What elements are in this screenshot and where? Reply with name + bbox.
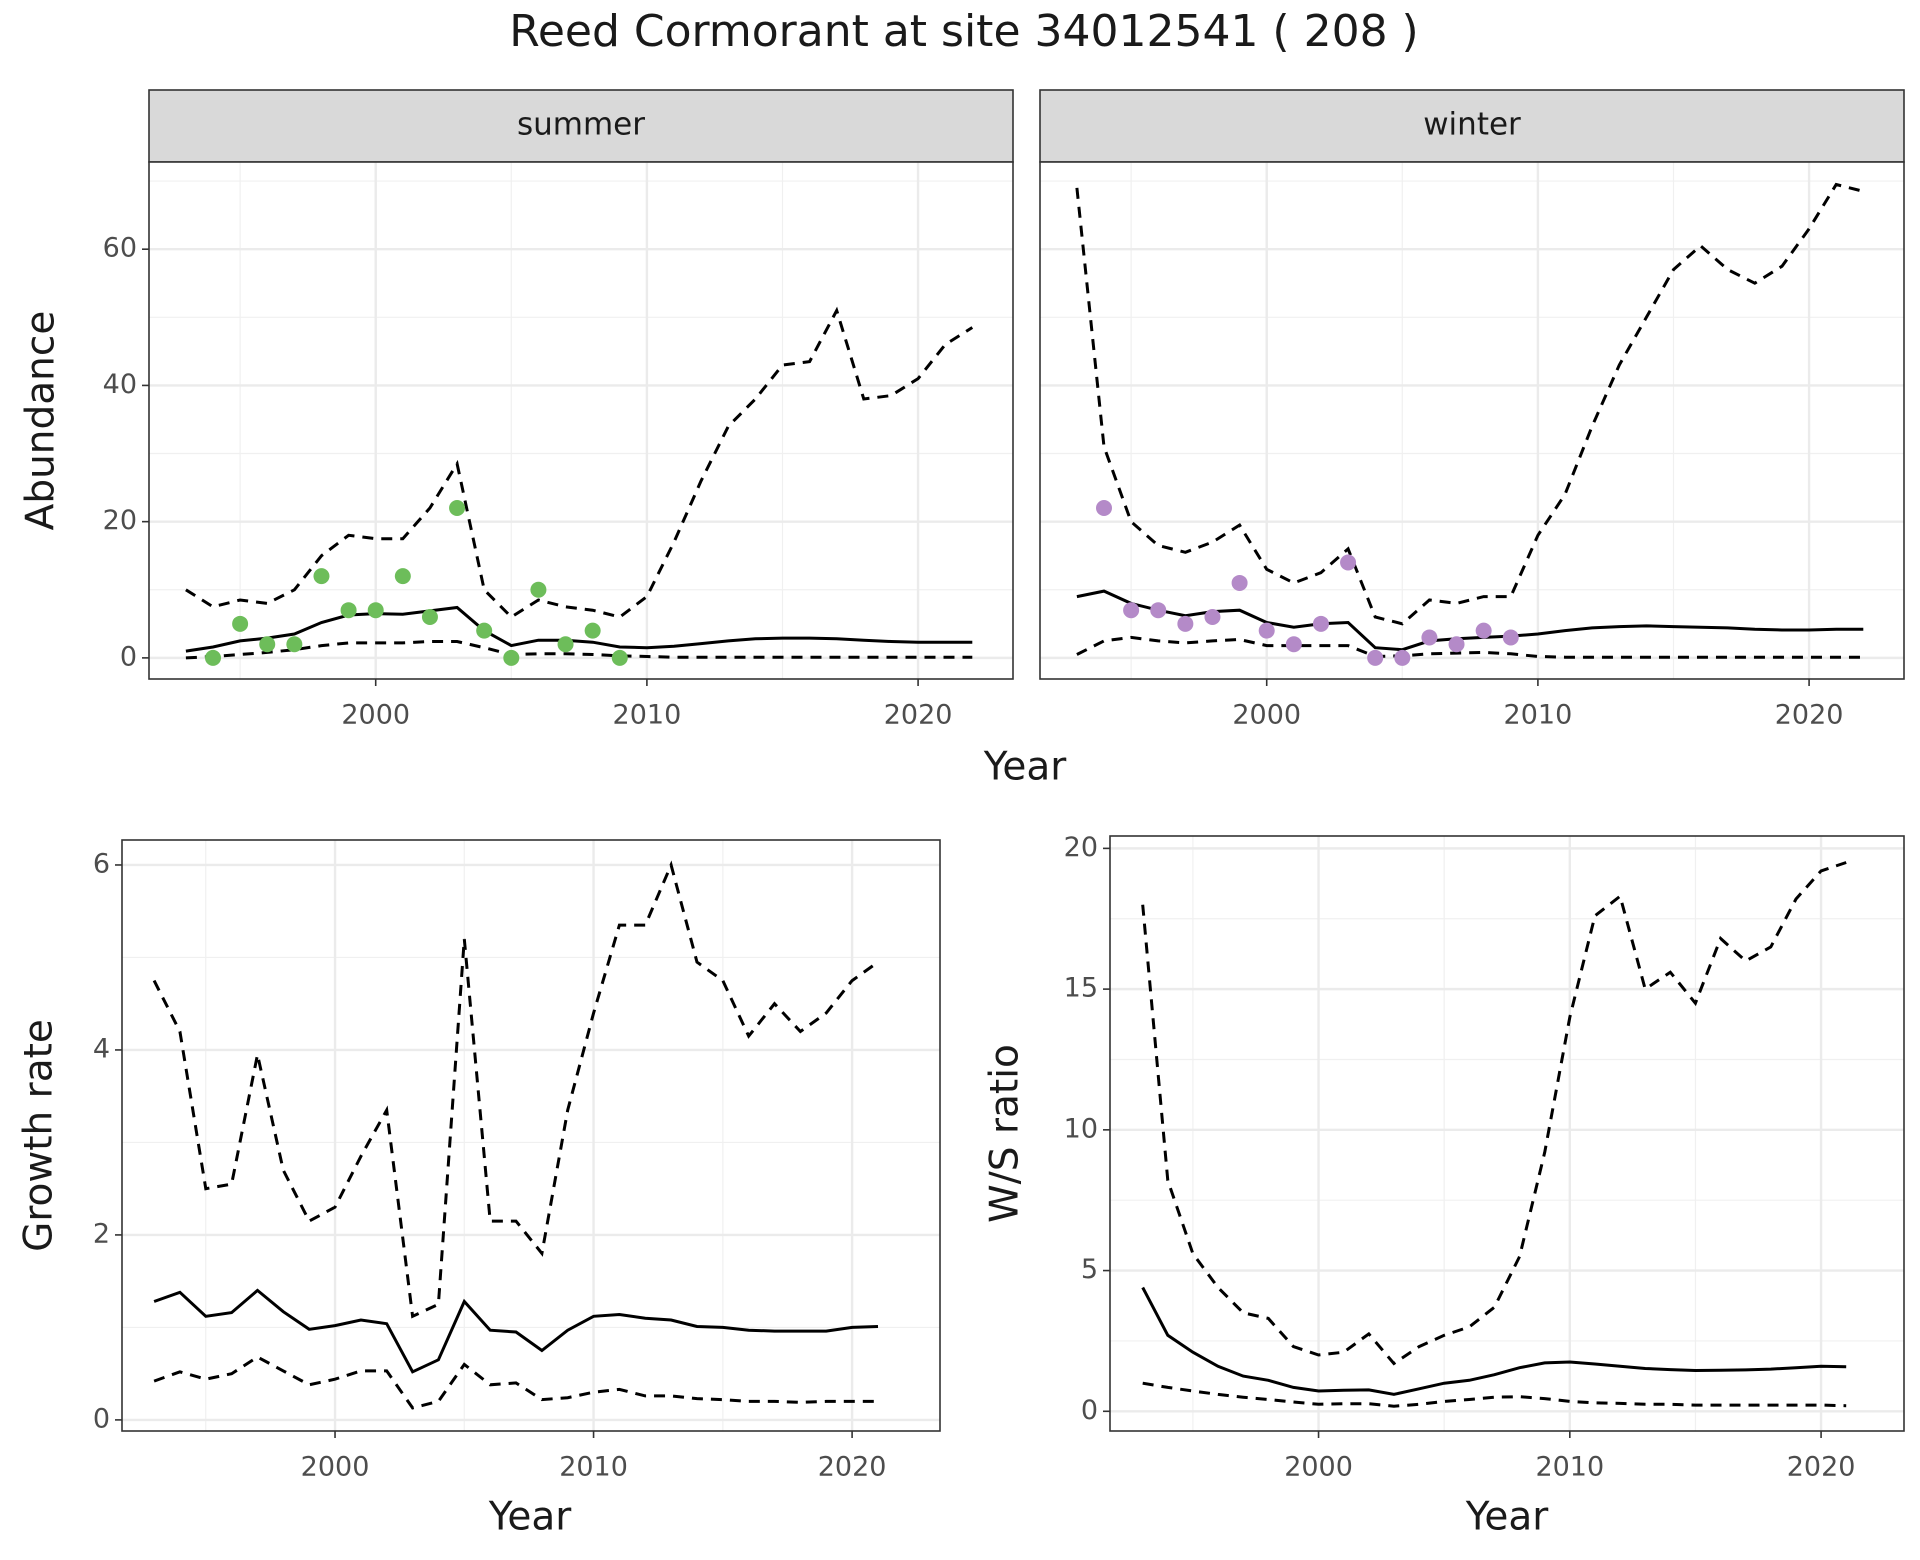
data-point xyxy=(1123,602,1140,619)
x-axis-title: Year xyxy=(1465,1495,1550,1540)
data-point xyxy=(394,568,411,585)
y-tick-label: 0 xyxy=(120,641,137,672)
x-tick-label: 2010 xyxy=(613,700,682,731)
data-point xyxy=(476,622,493,639)
data-point xyxy=(1448,636,1465,653)
x-tick-label: 2010 xyxy=(1535,1452,1604,1483)
x-tick-label: 2020 xyxy=(818,1452,887,1483)
data-point xyxy=(1340,554,1357,571)
data-point xyxy=(1204,609,1221,626)
y-axis-title: W/S ratio xyxy=(983,1044,1028,1223)
y-tick-label: 0 xyxy=(93,1403,110,1434)
interval-line xyxy=(152,860,879,1319)
y-tick-label: 60 xyxy=(103,233,137,264)
interval-line xyxy=(1076,635,1864,659)
data-point xyxy=(286,636,303,653)
mean-line xyxy=(153,1288,879,1374)
y-tick-label: 4 xyxy=(93,1033,110,1064)
mean-line xyxy=(1141,1286,1847,1396)
interval-line xyxy=(153,1355,878,1410)
data-point xyxy=(584,622,601,639)
data-point xyxy=(611,649,628,666)
strip xyxy=(1039,89,1905,163)
data-point xyxy=(421,609,438,626)
data-point xyxy=(1177,615,1194,632)
y-tick-label: 40 xyxy=(103,369,137,400)
data-point xyxy=(1231,574,1248,591)
strip-label: summer xyxy=(517,107,645,143)
panel-border xyxy=(148,161,1014,680)
y-axis-title: Growth rate xyxy=(17,1019,62,1252)
data-point xyxy=(1367,649,1384,666)
y-tick-label: 0 xyxy=(1081,1395,1098,1426)
data-point xyxy=(1096,500,1112,517)
y-tick-label: 2 xyxy=(93,1218,110,1249)
data-point xyxy=(1394,649,1411,666)
data-point xyxy=(205,649,221,666)
data-point xyxy=(557,636,574,653)
interval-line xyxy=(1075,182,1864,626)
data-point xyxy=(1258,622,1275,639)
panel-background xyxy=(1110,836,1904,1431)
interval-line xyxy=(185,306,974,619)
y-tick-label: 10 xyxy=(1064,1113,1098,1144)
data-point xyxy=(1421,629,1438,646)
data-point xyxy=(1285,636,1302,653)
x-axis-title: Year xyxy=(488,1495,573,1540)
data-point xyxy=(313,568,330,585)
x-tick-label: 2010 xyxy=(1504,700,1573,731)
panel-border xyxy=(1109,835,1905,1432)
panel-border xyxy=(121,839,941,1432)
x-tick-label: 2000 xyxy=(1232,700,1301,731)
x-tick-label: 2000 xyxy=(341,700,410,731)
data-point xyxy=(340,602,357,619)
data-point xyxy=(530,581,547,598)
x-tick-label: 2020 xyxy=(884,700,953,731)
x-tick-label: 2020 xyxy=(1775,700,1844,731)
data-point xyxy=(503,649,520,666)
data-point xyxy=(232,615,249,632)
y-tick-label: 5 xyxy=(1081,1254,1098,1285)
data-point xyxy=(259,636,276,653)
interval-line xyxy=(1142,1381,1847,1408)
data-point xyxy=(1502,629,1519,646)
y-axis-title: Abundance xyxy=(19,311,64,531)
x-axis-title: Year xyxy=(983,745,1068,790)
x-tick-label: 2000 xyxy=(301,1452,370,1483)
mean-line xyxy=(185,605,973,653)
y-tick-label: 20 xyxy=(103,505,137,536)
figure-title: Reed Cormorant at site 34012541 ( 208 ) xyxy=(509,6,1418,57)
data-point xyxy=(449,500,466,517)
data-point xyxy=(1312,615,1329,632)
y-tick-label: 6 xyxy=(93,848,110,879)
data-point xyxy=(367,602,384,619)
y-tick-label: 15 xyxy=(1064,973,1098,1004)
x-tick-label: 2000 xyxy=(1284,1452,1353,1483)
strip xyxy=(148,89,1014,163)
y-tick-label: 20 xyxy=(1064,832,1098,863)
strip-label: winter xyxy=(1423,107,1521,143)
panel-background xyxy=(1040,162,1904,679)
data-point xyxy=(1475,622,1492,639)
panel-background xyxy=(149,162,1013,679)
x-tick-label: 2020 xyxy=(1787,1452,1856,1483)
x-tick-label: 2010 xyxy=(559,1452,628,1483)
data-point xyxy=(1150,602,1167,619)
panel-border xyxy=(1039,161,1905,680)
